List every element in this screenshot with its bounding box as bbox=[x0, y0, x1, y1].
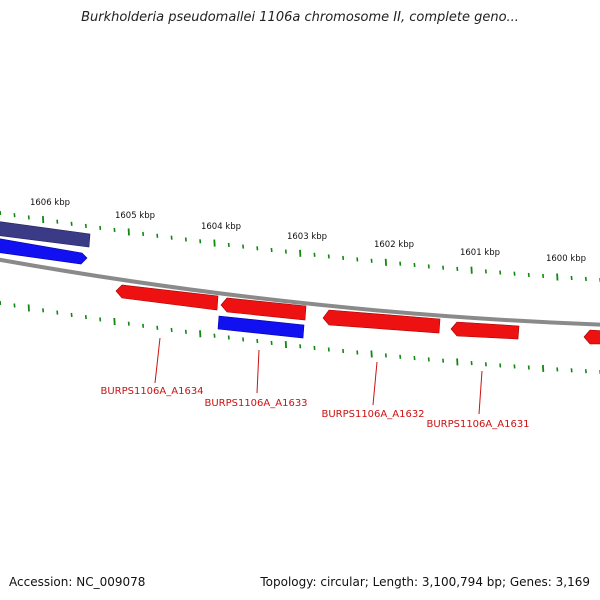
gene-labels: BURPS1106A_A1634 BURPS1106A_A1633 BURPS1… bbox=[100, 386, 529, 430]
gene-arrow-a1631[interactable] bbox=[450, 321, 520, 340]
gene-label-a1634[interactable]: BURPS1106A_A1634 bbox=[100, 386, 203, 397]
scale-label: 1605 kbp bbox=[115, 211, 155, 221]
scale-label: 1602 kbp bbox=[374, 240, 414, 250]
outer-tick-ring bbox=[0, 210, 600, 283]
scale-label: 1601 kbp bbox=[460, 248, 500, 258]
inner-tick-ring bbox=[0, 300, 600, 375]
gene-arrow-a1632[interactable] bbox=[322, 309, 441, 334]
gene-label-a1633[interactable]: BURPS1106A_A1633 bbox=[204, 398, 307, 409]
scale-label: 1603 kbp bbox=[287, 232, 327, 242]
gene-arrow-a1634[interactable] bbox=[115, 284, 219, 311]
forward-feature-highlight[interactable] bbox=[0, 221, 91, 248]
gene-arrow-a1633[interactable] bbox=[217, 315, 305, 339]
forward-feature[interactable] bbox=[0, 238, 88, 265]
reverse-feature-edge[interactable] bbox=[583, 329, 600, 345]
chromosome-backbone bbox=[0, 257, 600, 327]
scale-label: 1604 kbp bbox=[201, 222, 241, 232]
gene-label-a1632[interactable]: BURPS1106A_A1632 bbox=[321, 409, 424, 420]
scale-label: 1600 kbp bbox=[546, 254, 586, 264]
map-title: Burkholderia pseudomallei 1106a chromoso… bbox=[81, 10, 519, 25]
gene-label-a1631[interactable]: BURPS1106A_A1631 bbox=[426, 419, 529, 430]
gene-label-leaders bbox=[154, 337, 483, 415]
scale-labels: 1606 kbp 1605 kbp 1604 kbp 1603 kbp 1602… bbox=[30, 198, 586, 264]
scale-label: 1606 kbp bbox=[30, 198, 70, 208]
gene-arrow-a1634b[interactable] bbox=[220, 297, 307, 321]
accession-text: Accession: NC_009078 bbox=[9, 575, 146, 589]
summary-text: Topology: circular; Length: 3,100,794 bp… bbox=[260, 575, 590, 589]
